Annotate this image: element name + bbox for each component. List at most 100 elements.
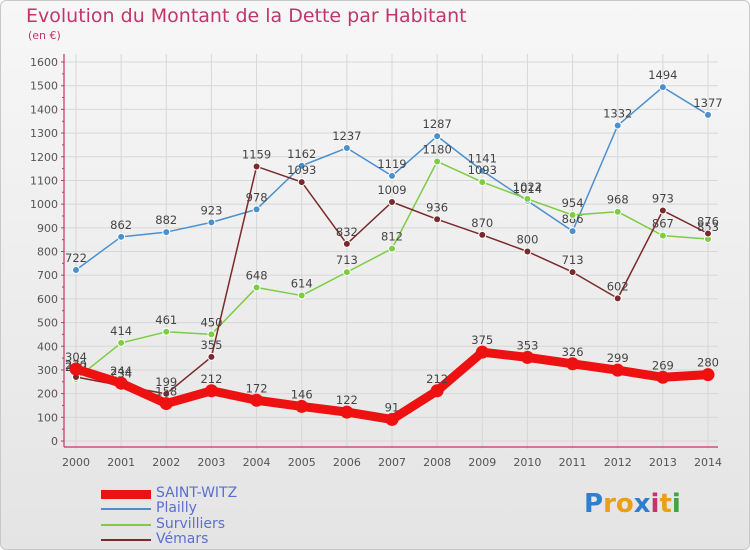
- logo-letter: r: [603, 489, 616, 519]
- data-label: 862: [110, 218, 132, 232]
- x-tick-label: 2009: [468, 456, 496, 469]
- data-label: 269: [652, 358, 674, 372]
- y-tick-label: 1000: [30, 198, 58, 211]
- data-label: 1159: [242, 147, 271, 161]
- y-tick-label: 700: [37, 269, 58, 282]
- data-point: [252, 205, 261, 214]
- data-point: [250, 393, 264, 407]
- data-label: 978: [246, 190, 268, 204]
- data-point: [252, 162, 261, 171]
- legend-label: Survilliers: [156, 516, 226, 532]
- data-point: [114, 376, 128, 390]
- data-point: [656, 370, 670, 384]
- data-point: [207, 218, 216, 227]
- data-label: 244: [110, 364, 132, 378]
- data-point: [433, 132, 442, 141]
- x-tick-label: 2008: [423, 456, 451, 469]
- y-tick-label: 400: [37, 340, 58, 353]
- data-point: [613, 207, 622, 216]
- data-point: [478, 178, 487, 187]
- y-tick-label: 1500: [30, 80, 58, 93]
- data-label: 1014: [513, 182, 542, 196]
- data-label: 722: [65, 251, 87, 265]
- data-label: 1119: [377, 157, 406, 171]
- data-point: [117, 232, 126, 241]
- data-label: 870: [471, 216, 493, 230]
- x-tick-label: 2000: [62, 456, 90, 469]
- proxiti-logo: Proxiti: [584, 489, 681, 519]
- data-point: [433, 157, 442, 166]
- data-label: 713: [336, 253, 358, 267]
- data-label: 280: [697, 356, 719, 370]
- data-label: 326: [562, 345, 584, 359]
- legend-label: SAINT-WITZ: [156, 485, 238, 501]
- data-label: 355: [200, 338, 222, 352]
- data-label: 1093: [287, 163, 316, 177]
- logo-letter: x: [633, 489, 651, 519]
- y-tick-label: 1200: [30, 151, 58, 164]
- data-label: 1093: [468, 163, 497, 177]
- data-point: [297, 291, 306, 300]
- data-point: [523, 194, 532, 203]
- logo-letter: P: [584, 489, 604, 519]
- data-point: [520, 350, 534, 364]
- data-point: [342, 239, 351, 248]
- x-tick-label: 2003: [197, 456, 225, 469]
- data-point: [704, 110, 712, 119]
- y-tick-label: 1400: [30, 103, 58, 116]
- data-point: [430, 384, 444, 398]
- x-tick-label: 2013: [649, 456, 677, 469]
- data-label: 973: [652, 192, 674, 206]
- data-point: [204, 384, 218, 398]
- data-label: 882: [155, 213, 177, 227]
- data-point: [568, 268, 577, 277]
- data-label: 1377: [693, 96, 722, 110]
- data-point: [568, 211, 577, 220]
- data-label: 199: [155, 375, 177, 389]
- data-point: [701, 368, 715, 382]
- data-label: 1332: [603, 106, 632, 120]
- data-point: [72, 265, 80, 274]
- data-label: 91: [385, 400, 400, 414]
- data-point: [475, 345, 489, 359]
- data-point: [658, 83, 667, 92]
- data-label: 1022: [513, 180, 542, 194]
- data-point: [342, 143, 351, 152]
- data-label: 800: [516, 233, 538, 247]
- data-label: 602: [607, 279, 629, 293]
- legend-swatch: [101, 508, 151, 510]
- logo-letter: t: [659, 489, 672, 519]
- data-point: [159, 397, 173, 411]
- data-point: [433, 215, 442, 224]
- data-point: [388, 244, 396, 253]
- x-tick-label: 2001: [107, 456, 135, 469]
- data-label: 968: [607, 193, 629, 207]
- data-point: [252, 283, 261, 292]
- data-label: 146: [291, 387, 313, 401]
- logo-letter: o: [615, 489, 634, 519]
- x-tick-label: 2012: [604, 456, 632, 469]
- data-label: 867: [652, 217, 674, 231]
- data-label: 1009: [377, 183, 406, 197]
- data-point: [704, 229, 712, 238]
- data-label: 299: [607, 351, 629, 365]
- data-label: 1494: [648, 68, 677, 82]
- data-label: 122: [336, 393, 358, 407]
- data-point: [207, 330, 216, 339]
- data-point: [385, 412, 399, 426]
- x-tick-label: 2010: [513, 456, 541, 469]
- y-tick-label: 600: [37, 293, 58, 306]
- x-tick-label: 2007: [378, 456, 406, 469]
- data-label: 1141: [468, 152, 497, 166]
- y-tick-label: 500: [37, 317, 58, 330]
- legend-label: Vémars: [156, 531, 209, 547]
- legend-swatch: [101, 524, 151, 526]
- unit-label: (en €): [28, 29, 61, 42]
- data-point: [568, 227, 577, 236]
- legend-label: Plailly: [156, 500, 197, 516]
- data-label: 375: [471, 333, 493, 347]
- legend-swatch: [101, 489, 151, 499]
- data-label: 414: [110, 324, 132, 338]
